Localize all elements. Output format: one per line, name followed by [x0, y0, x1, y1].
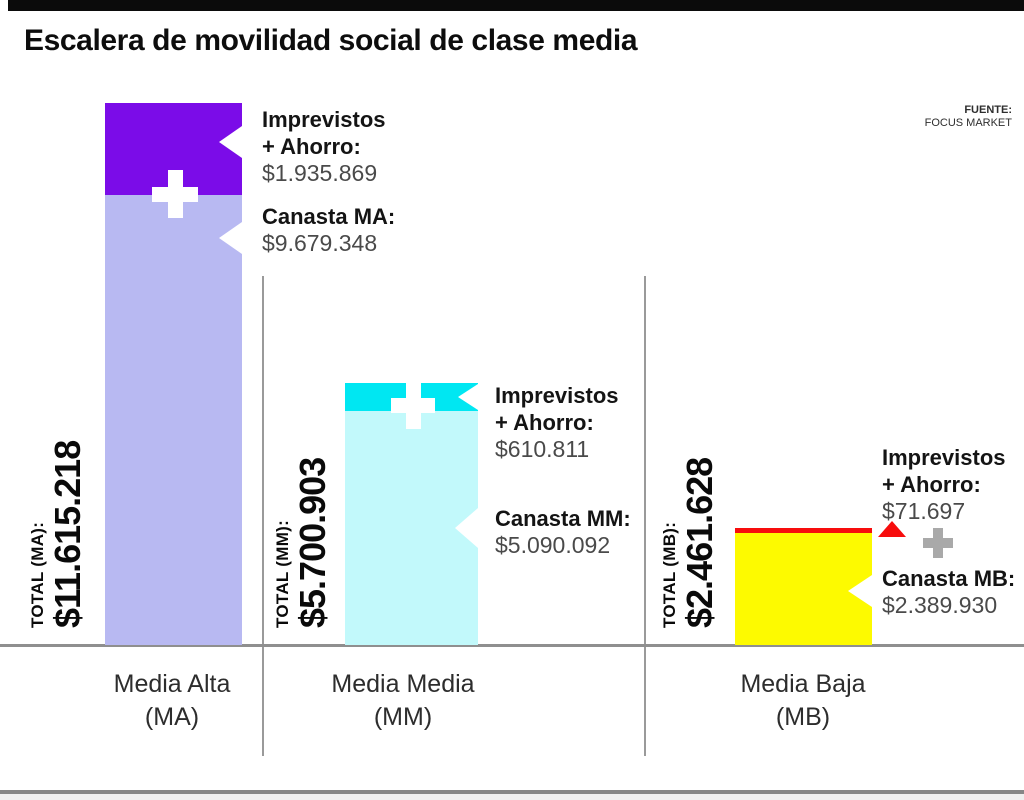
- category-label-mb: Media Baja (MB): [683, 668, 923, 734]
- total-mm: TOTAL (MM): $5.700.903: [273, 457, 333, 628]
- callout-title: Canasta MA:: [262, 204, 396, 229]
- top-rule-bar: [8, 0, 1024, 11]
- callout-mb-ahorro: Imprevistos + Ahorro: $71.697: [882, 444, 1006, 525]
- total-mb-value: $2.461.628: [679, 457, 720, 628]
- baseline-axis: [0, 644, 1024, 647]
- callout-ma-ahorro: Imprevistos + Ahorro: $1.935.869: [262, 106, 386, 187]
- callout-title: + Ahorro:: [882, 472, 981, 497]
- total-mb: TOTAL (MB): $2.461.628: [660, 457, 720, 628]
- callout-title: Imprevistos: [495, 383, 619, 408]
- plus-icon: [923, 528, 953, 558]
- callout-mm-ahorro: Imprevistos + Ahorro: $610.811: [495, 382, 619, 463]
- source-label: FUENTE:: [964, 104, 1012, 116]
- callout-ma-canasta: Canasta MA: $9.679.348: [262, 203, 395, 257]
- callout-title: Imprevistos: [882, 445, 1006, 470]
- bar-mb-canasta-segment: [735, 533, 872, 645]
- category-label-ma: Media Alta (MA): [52, 668, 292, 734]
- callout-title: + Ahorro:: [262, 134, 361, 159]
- category-label-mm: Media Media (MM): [283, 668, 523, 734]
- bar-ma-canasta-segment: [105, 195, 242, 645]
- category-abbrev: (MA): [144, 703, 200, 731]
- total-mm-value: $5.700.903: [292, 457, 333, 628]
- callout-value: $71.697: [882, 498, 966, 524]
- category-abbrev: (MM): [373, 703, 433, 731]
- source-name: FOCUS MARKET: [924, 117, 1012, 129]
- page-title: Escalera de movilidad social de clase me…: [24, 24, 638, 57]
- category-name: Media Alta: [113, 670, 231, 698]
- total-ma: TOTAL (MA): $11.615.218: [28, 440, 88, 628]
- category-abbrev: (MB): [775, 703, 831, 731]
- callout-value: $1.935.869: [262, 160, 378, 186]
- plus-icon: [152, 170, 198, 218]
- total-ma-label: TOTAL (MA):: [28, 521, 47, 628]
- category-divider-1: [262, 276, 264, 756]
- bar-mb-ahorro-segment: [735, 528, 872, 533]
- callout-title: Imprevistos: [262, 107, 386, 132]
- callout-value: $9.679.348: [262, 230, 378, 256]
- callout-title: + Ahorro:: [495, 410, 594, 435]
- category-divider-2: [644, 276, 646, 756]
- callout-value: $5.090.092: [495, 532, 611, 558]
- total-mm-label: TOTAL (MM):: [273, 519, 292, 628]
- callout-value: $2.389.930: [882, 592, 998, 618]
- plus-icon: [391, 382, 435, 429]
- callout-mm-canasta: Canasta MM: $5.090.092: [495, 505, 631, 559]
- callout-value: $610.811: [495, 436, 590, 462]
- total-ma-value: $11.615.218: [47, 440, 88, 628]
- bottom-rule-bar: [0, 790, 1024, 794]
- source-credit: FUENTE: FOCUS MARKET: [925, 104, 1012, 130]
- callout-mb-canasta: Canasta MB: $2.389.930: [882, 565, 1015, 619]
- bottom-strip: [0, 794, 1024, 800]
- callout-title: Canasta MM:: [495, 506, 631, 531]
- category-name: Media Baja: [740, 670, 866, 698]
- total-mb-label: TOTAL (MB):: [660, 521, 679, 628]
- callout-title: Canasta MB:: [882, 566, 1016, 591]
- category-name: Media Media: [331, 670, 475, 698]
